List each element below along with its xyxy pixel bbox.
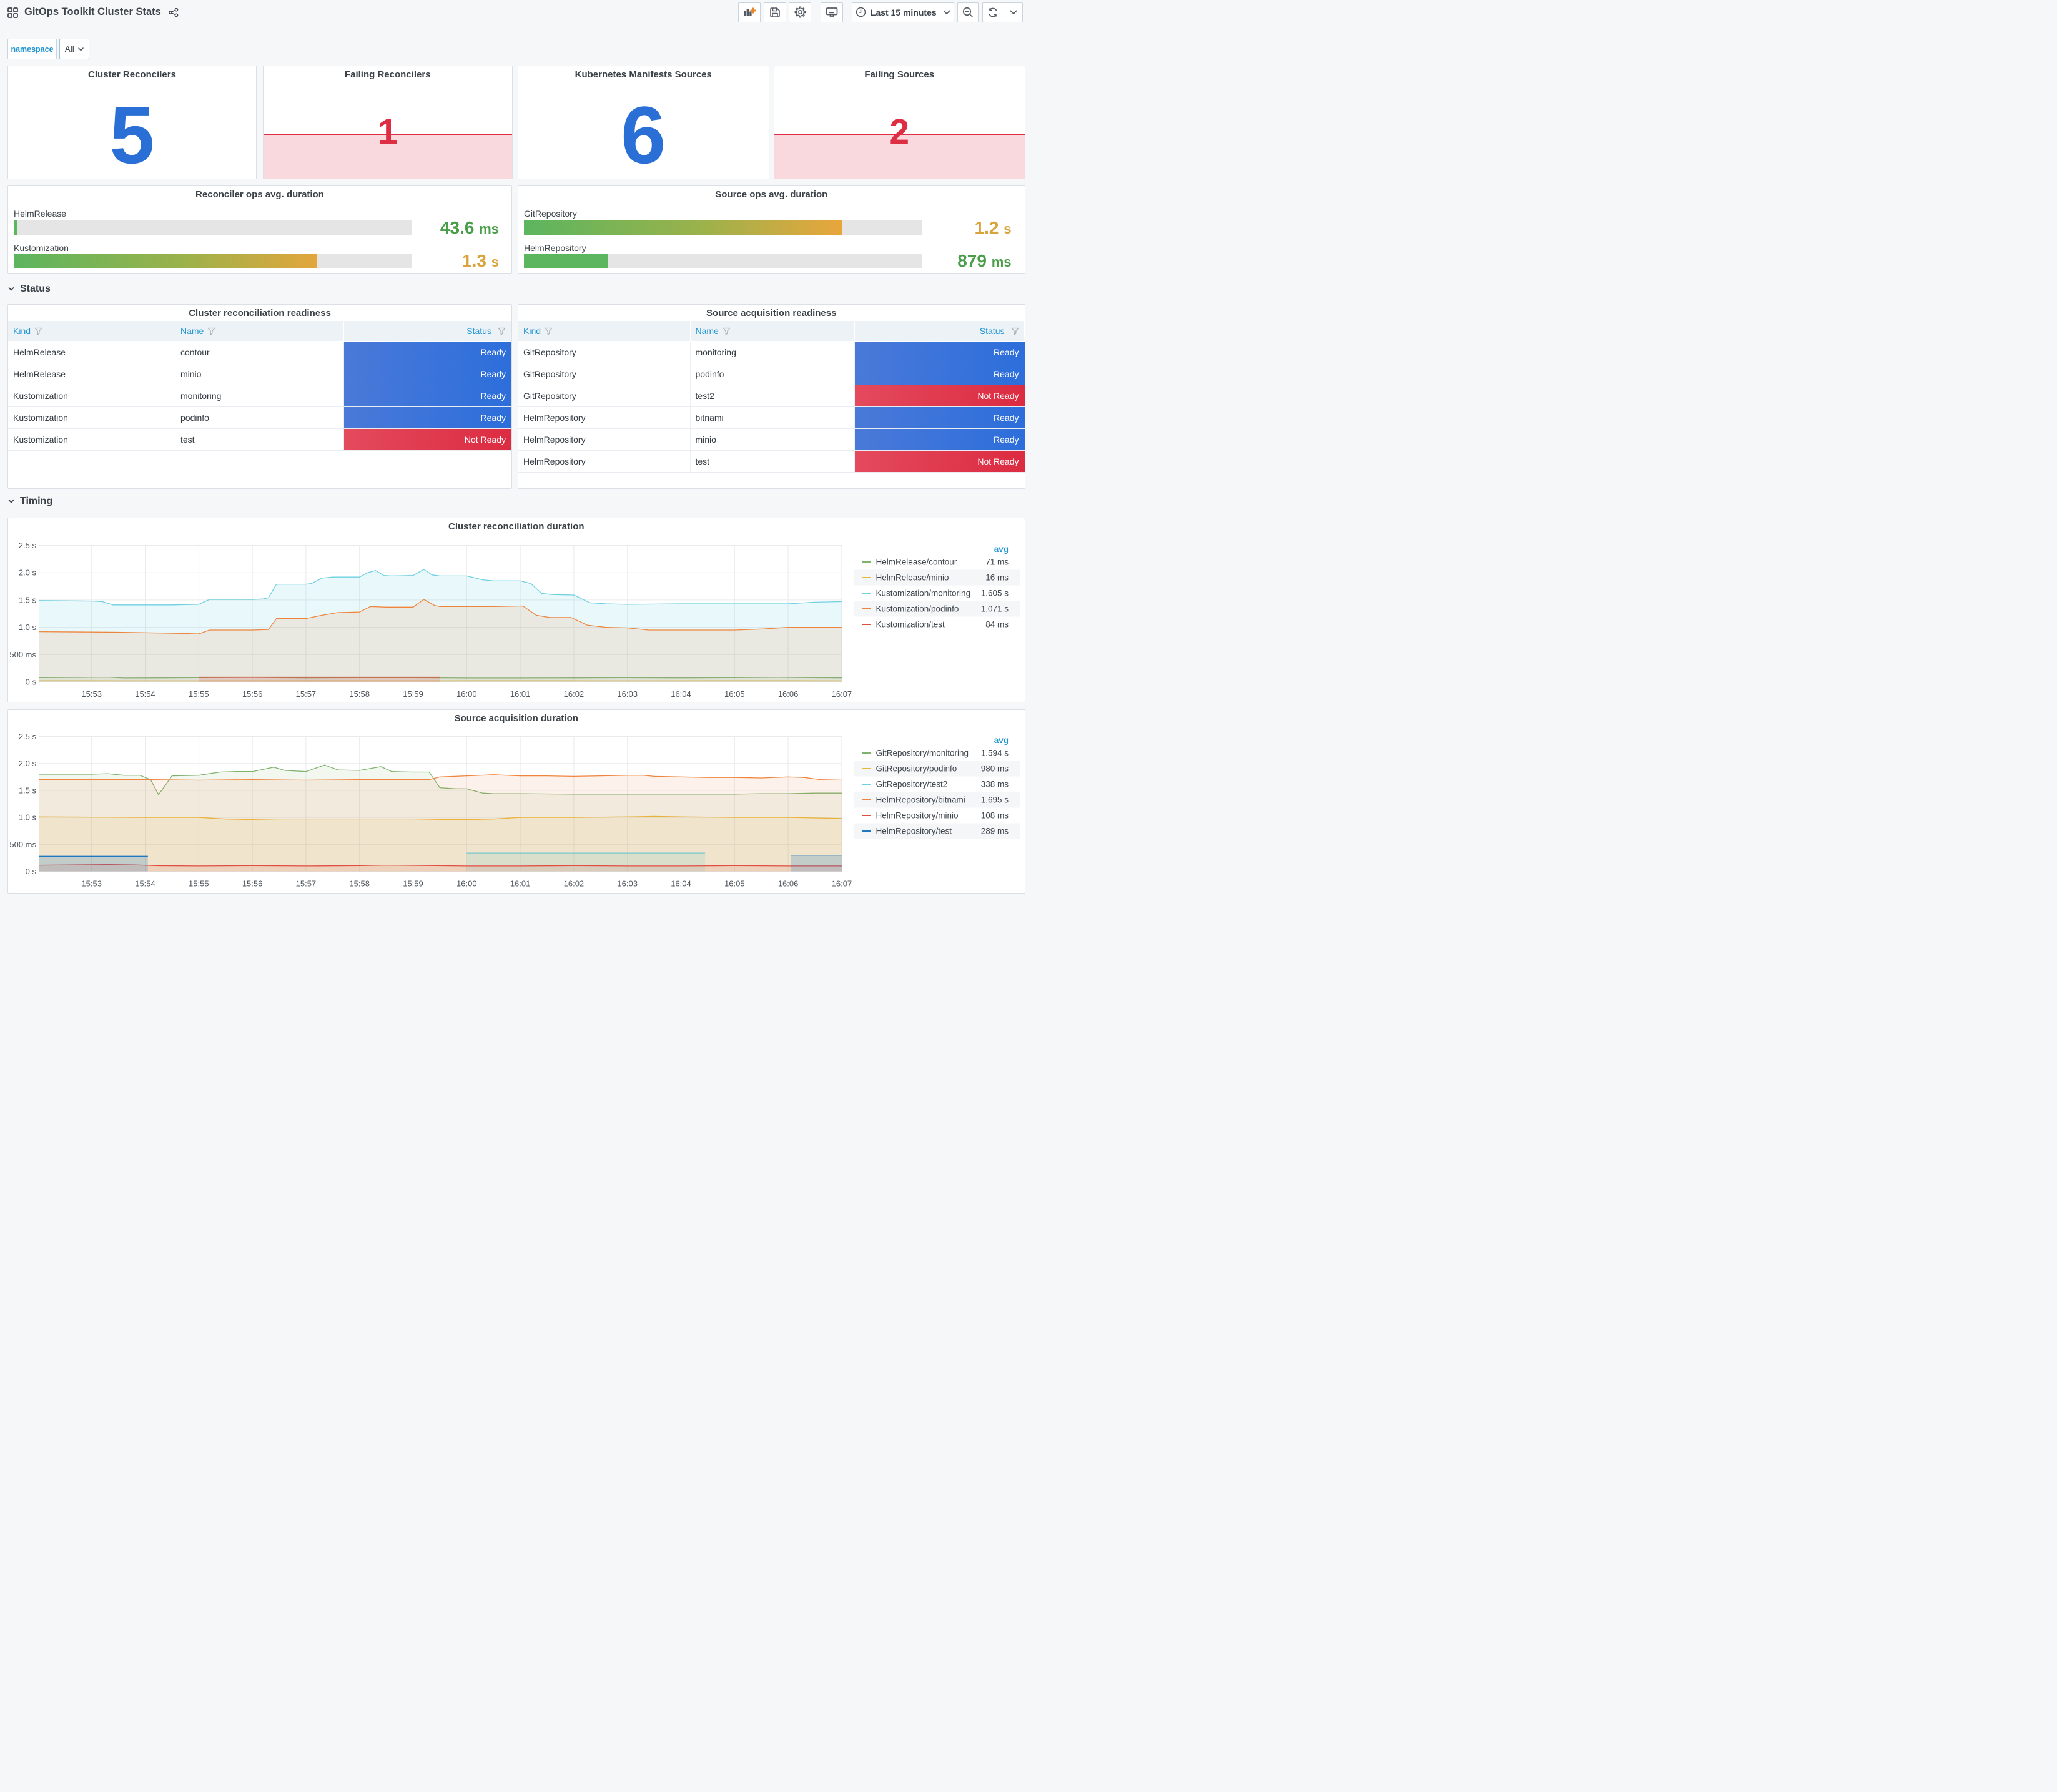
svg-text:Kustomization/test: Kustomization/test bbox=[876, 620, 945, 629]
svg-text:16:05: 16:05 bbox=[724, 879, 745, 888]
svg-text:15:55: 15:55 bbox=[189, 689, 209, 699]
svg-text:1.594 s: 1.594 s bbox=[981, 748, 1009, 757]
svg-text:0 s: 0 s bbox=[26, 677, 37, 687]
svg-text:HelmRepository/minio: HelmRepository/minio bbox=[876, 810, 959, 820]
svg-text:HelmRepository/test: HelmRepository/test bbox=[876, 826, 952, 835]
svg-text:16:06: 16:06 bbox=[778, 879, 799, 888]
svg-text:HelmRelease/contour: HelmRelease/contour bbox=[876, 558, 957, 567]
svg-text:15:54: 15:54 bbox=[135, 689, 155, 699]
svg-text:289 ms: 289 ms bbox=[981, 826, 1009, 835]
svg-text:15:56: 15:56 bbox=[242, 879, 263, 888]
svg-text:16:02: 16:02 bbox=[564, 879, 585, 888]
svg-text:16:00: 16:00 bbox=[456, 689, 477, 699]
svg-text:15:53: 15:53 bbox=[81, 689, 102, 699]
svg-text:15:57: 15:57 bbox=[296, 879, 317, 888]
svg-text:1.0 s: 1.0 s bbox=[19, 812, 37, 822]
svg-text:2.0 s: 2.0 s bbox=[19, 568, 37, 578]
svg-text:1.0 s: 1.0 s bbox=[19, 623, 37, 632]
svg-text:16:02: 16:02 bbox=[564, 689, 585, 699]
svg-text:1.605 s: 1.605 s bbox=[981, 589, 1009, 598]
svg-text:16:07: 16:07 bbox=[832, 879, 852, 888]
svg-text:16:04: 16:04 bbox=[671, 879, 691, 888]
svg-text:71 ms: 71 ms bbox=[985, 558, 1009, 567]
svg-text:16:01: 16:01 bbox=[510, 689, 531, 699]
svg-text:500 ms: 500 ms bbox=[9, 650, 36, 659]
svg-text:1.5 s: 1.5 s bbox=[19, 595, 37, 604]
svg-text:1.5 s: 1.5 s bbox=[19, 785, 37, 795]
svg-text:15:53: 15:53 bbox=[81, 879, 102, 888]
svg-text:15:58: 15:58 bbox=[349, 689, 370, 699]
svg-text:2.5 s: 2.5 s bbox=[19, 541, 37, 550]
svg-text:GitRepository/monitoring: GitRepository/monitoring bbox=[876, 748, 969, 757]
svg-text:HelmRelease/minio: HelmRelease/minio bbox=[876, 573, 949, 583]
svg-text:980 ms: 980 ms bbox=[981, 764, 1009, 773]
svg-text:500 ms: 500 ms bbox=[9, 839, 36, 849]
svg-text:Kustomization/podinfo: Kustomization/podinfo bbox=[876, 604, 959, 614]
svg-text:1.695 s: 1.695 s bbox=[981, 795, 1009, 804]
svg-text:16:05: 16:05 bbox=[724, 689, 745, 699]
svg-text:338 ms: 338 ms bbox=[981, 779, 1009, 789]
svg-text:GitRepository/test2: GitRepository/test2 bbox=[876, 779, 948, 789]
svg-text:16 ms: 16 ms bbox=[985, 573, 1009, 583]
svg-text:16:06: 16:06 bbox=[778, 689, 799, 699]
svg-text:16:07: 16:07 bbox=[832, 689, 852, 699]
svg-text:avg: avg bbox=[994, 736, 1009, 745]
svg-text:2.5 s: 2.5 s bbox=[19, 732, 37, 741]
svg-text:avg: avg bbox=[994, 544, 1009, 554]
svg-text:108 ms: 108 ms bbox=[981, 810, 1009, 820]
svg-text:GitRepository/podinfo: GitRepository/podinfo bbox=[876, 764, 957, 773]
svg-text:84 ms: 84 ms bbox=[985, 620, 1009, 629]
svg-text:16:04: 16:04 bbox=[671, 689, 691, 699]
svg-text:15:59: 15:59 bbox=[403, 879, 423, 888]
svg-text:15:59: 15:59 bbox=[403, 689, 423, 699]
svg-text:0 s: 0 s bbox=[26, 867, 37, 876]
svg-text:15:57: 15:57 bbox=[296, 689, 317, 699]
svg-text:15:54: 15:54 bbox=[135, 879, 155, 888]
svg-text:Kustomization/monitoring: Kustomization/monitoring bbox=[876, 589, 971, 598]
svg-text:15:58: 15:58 bbox=[349, 879, 370, 888]
svg-text:15:55: 15:55 bbox=[189, 879, 209, 888]
svg-text:16:01: 16:01 bbox=[510, 879, 531, 888]
svg-text:HelmRepository/bitnami: HelmRepository/bitnami bbox=[876, 795, 965, 804]
svg-text:16:03: 16:03 bbox=[617, 879, 638, 888]
svg-text:16:00: 16:00 bbox=[456, 879, 477, 888]
svg-text:15:56: 15:56 bbox=[242, 689, 263, 699]
svg-text:1.071 s: 1.071 s bbox=[981, 604, 1009, 614]
svg-text:16:03: 16:03 bbox=[617, 689, 638, 699]
svg-text:2.0 s: 2.0 s bbox=[19, 759, 37, 768]
